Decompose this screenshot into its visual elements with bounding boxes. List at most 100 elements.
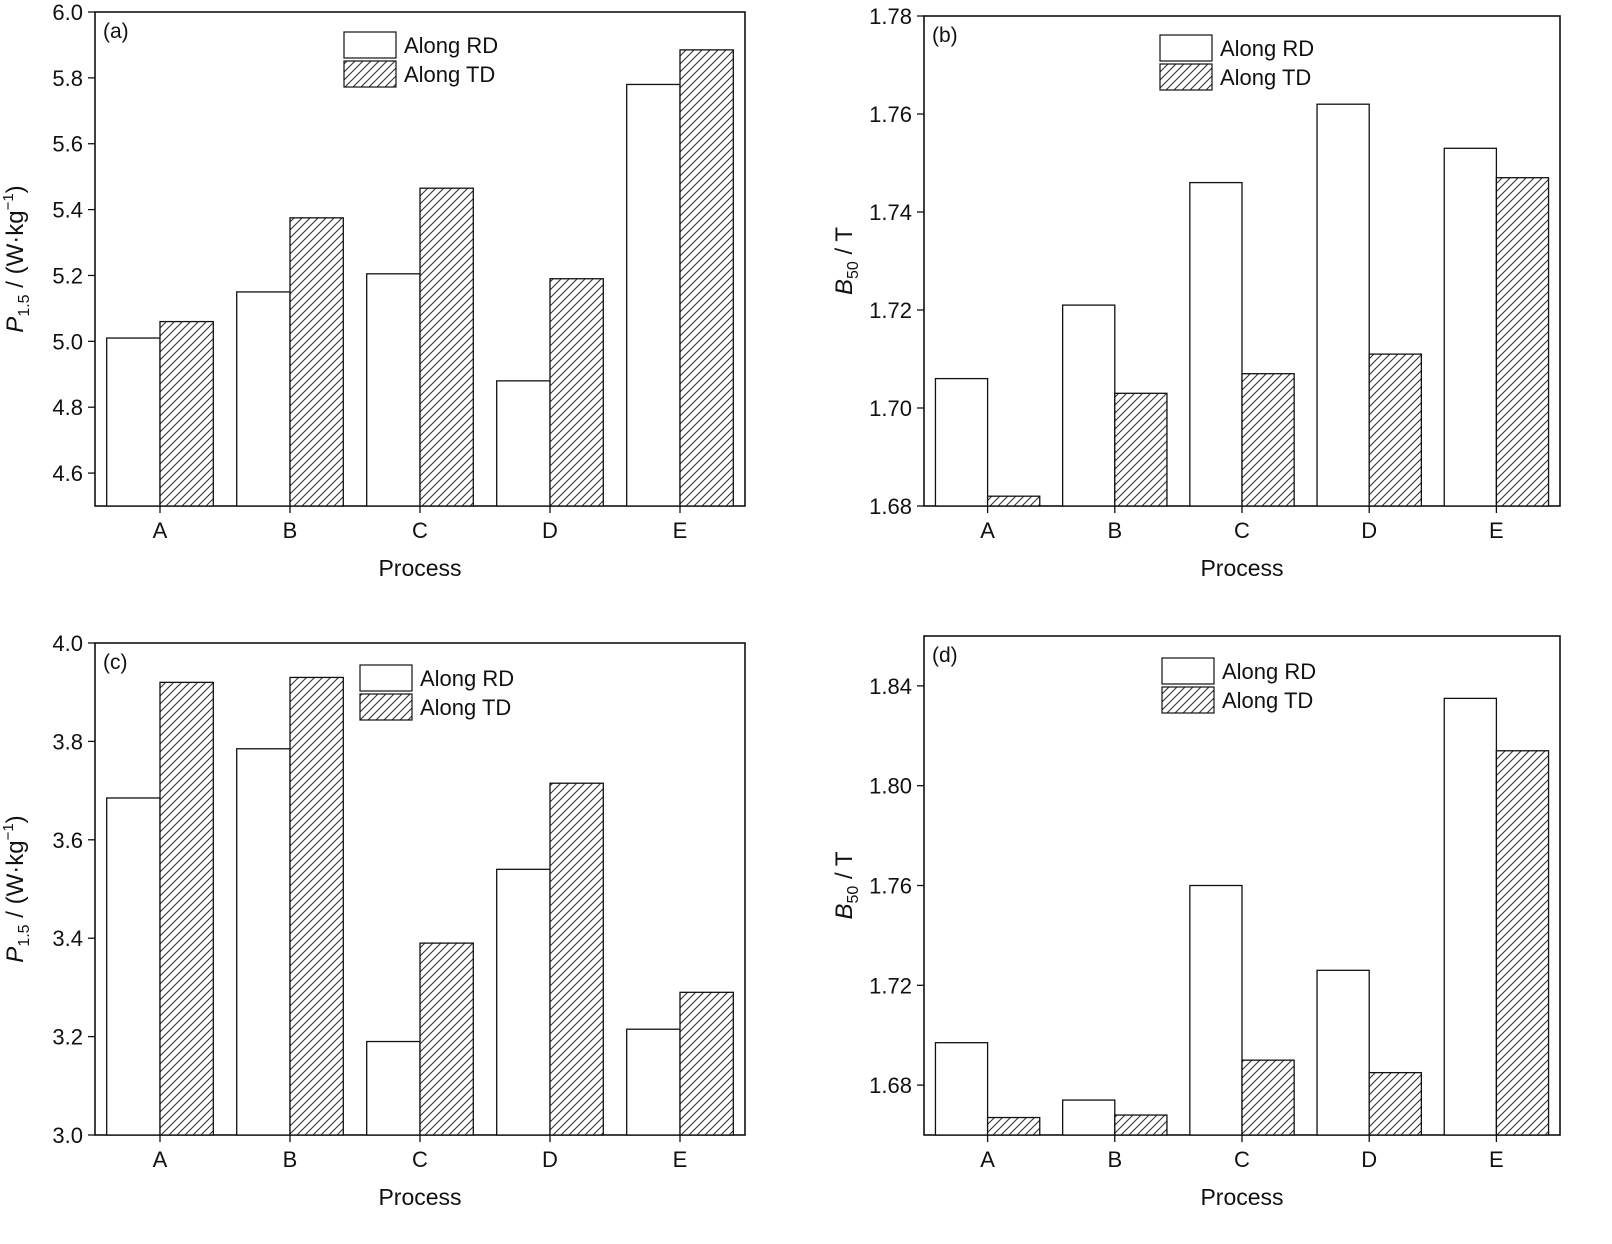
x-tick-label: D (542, 1147, 558, 1172)
panel-label: (b) (932, 24, 958, 47)
x-tick-label: C (412, 1147, 428, 1172)
legend-swatch-rd (1161, 657, 1215, 685)
panel-label: (d) (932, 644, 958, 667)
x-tick-label: E (673, 1147, 688, 1172)
bar-A-td (159, 320, 214, 507)
y-tick-label: 4.6 (52, 461, 83, 486)
x-tick-label: B (283, 1147, 298, 1172)
y-axis-label: P1.5 / (W·kg−1) (0, 185, 33, 332)
legend-swatch-td (1159, 63, 1213, 91)
bar-A-rd (934, 377, 989, 507)
bar-D-td (549, 782, 604, 1136)
y-tick-label: 3.2 (52, 1025, 83, 1050)
x-tick-label: A (153, 518, 168, 543)
bar-C-td (419, 187, 474, 507)
y-tick-label: 1.76 (869, 874, 912, 899)
x-tick-label: C (412, 518, 428, 543)
bar-E-td (679, 991, 734, 1136)
y-tick-label: 1.68 (869, 494, 912, 519)
bar-E-rd (626, 83, 681, 507)
bar-A-td (159, 681, 214, 1136)
x-tick-label: A (153, 1147, 168, 1172)
legend-label-rd: Along RD (1222, 659, 1316, 684)
y-tick-label: 5.2 (52, 263, 83, 288)
bar-E-td (1495, 177, 1550, 507)
bar-D-rd (1316, 103, 1370, 507)
chart-panel-c: A B C D E 3.0 3.2 3.4 3.6 3.8 4.0 (c) Process P1.5 / … (0, 631, 746, 1210)
bar-C-rd (1189, 181, 1243, 507)
chart-panel-d: A B C D E 1.68 1.72 1.76 1.80 1.84 (d) Process B50 /… (831, 635, 1561, 1210)
bar-D-rd (1316, 969, 1370, 1136)
y-tick-label: 4.8 (52, 395, 83, 420)
y-tick-label: 1.72 (869, 973, 912, 998)
bar-B-rd (1061, 1099, 1116, 1136)
y-tick-label: 5.8 (52, 66, 83, 91)
x-tick-label: C (1234, 1147, 1250, 1172)
bar-A-rd (106, 337, 161, 507)
y-tick-label: 3.0 (52, 1123, 83, 1148)
x-tick-label: B (283, 518, 298, 543)
y-axis-label: B50 / T (831, 227, 862, 295)
y-tick-label: 1.84 (869, 674, 912, 699)
y-tick-label: 3.8 (52, 729, 83, 754)
legend-swatch-rd (359, 664, 413, 692)
bar-E-td (679, 49, 734, 507)
bar-E-rd (1443, 147, 1498, 507)
legend: Along RD Along TD (343, 31, 498, 88)
bar-D-td (1368, 1071, 1423, 1136)
x-tick-label: C (1234, 518, 1250, 543)
legend-swatch-rd (1159, 34, 1213, 62)
x-axis-label: Process (378, 555, 461, 581)
chart-panel-a: A B C D E 4.6 4.8 5.0 5.2 5.4 5.6 5.8 6.0 (a) Process P… (0, 0, 746, 581)
legend-label-td: Along TD (1222, 688, 1313, 713)
y-tick-label: 1.80 (869, 774, 912, 799)
x-tick-label: A (980, 1147, 995, 1172)
bar-C-rd (366, 273, 421, 507)
legend: Along RD Along TD (1159, 34, 1314, 91)
y-tick-label: 1.78 (869, 4, 912, 29)
x-tick-label: D (1361, 1147, 1377, 1172)
y-tick-label: 1.68 (869, 1073, 912, 1098)
bar-B-rd (236, 748, 291, 1136)
x-axis-label: Process (378, 1184, 461, 1210)
x-tick-label: B (1107, 1147, 1122, 1172)
x-tick-label: D (1361, 518, 1377, 543)
legend-label-rd: Along RD (404, 33, 498, 58)
bar-E-rd (626, 1028, 681, 1136)
bar-C-td (1241, 1059, 1295, 1136)
panel-label: (c) (103, 651, 128, 674)
bar-B-td (1114, 392, 1168, 507)
chart-panel-b: A B C D E 1.68 1.70 1.72 1.74 1.76 1.78 (b) Process B… (831, 4, 1561, 581)
y-tick-label: 1.76 (869, 102, 912, 127)
y-tick-label: 1.70 (869, 396, 912, 421)
bar-D-td (1368, 353, 1423, 507)
y-tick-label: 5.0 (52, 329, 83, 354)
x-tick-label: E (1489, 1147, 1504, 1172)
bar-C-td (1241, 373, 1295, 507)
bar-B-rd (1061, 304, 1116, 507)
bar-A-rd (106, 797, 161, 1136)
bar-B-td (289, 217, 344, 507)
legend: Along RD Along TD (1161, 657, 1316, 714)
bar-C-td (419, 942, 474, 1136)
y-tick-label: 1.74 (869, 200, 912, 225)
x-tick-label: A (980, 518, 995, 543)
bar-B-rd (236, 291, 291, 507)
bar-A-rd (934, 1042, 989, 1136)
bar-D-td (549, 278, 604, 507)
bar-E-td (1495, 750, 1550, 1136)
y-tick-label: 5.6 (52, 132, 83, 157)
x-tick-label: B (1107, 518, 1122, 543)
y-axis-label: B50 / T (831, 851, 862, 919)
legend-swatch-rd (343, 31, 397, 59)
bar-B-td (289, 676, 344, 1136)
x-tick-label: D (542, 518, 558, 543)
legend-label-rd: Along RD (1220, 36, 1314, 61)
y-tick-label: 3.6 (52, 828, 83, 853)
x-axis-label: Process (1200, 1184, 1283, 1210)
bar-E-rd (1443, 697, 1498, 1136)
y-tick-label: 5.4 (52, 198, 83, 223)
bar-A-td (986, 1116, 1041, 1136)
legend-label-rd: Along RD (420, 666, 514, 691)
